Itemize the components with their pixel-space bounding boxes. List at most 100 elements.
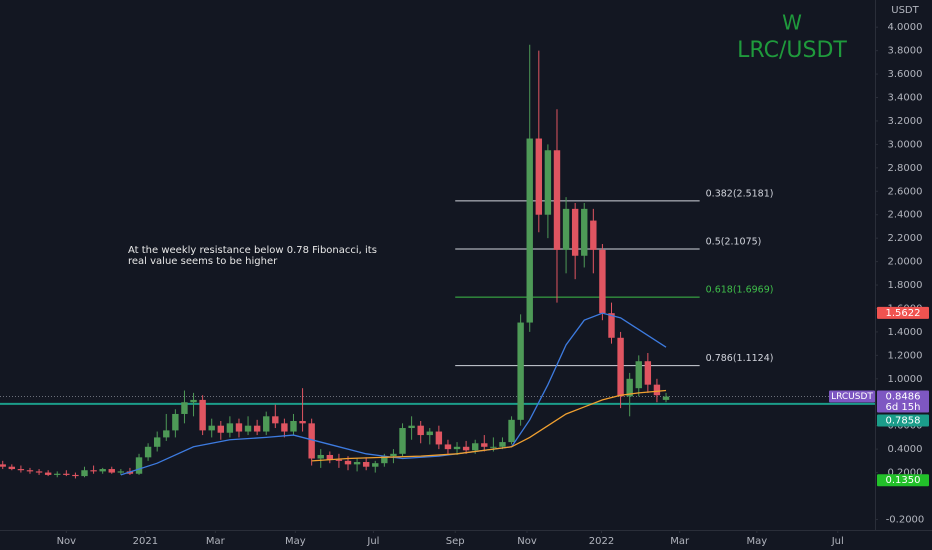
candle-body <box>435 431 443 445</box>
candle-body <box>653 384 661 396</box>
candle-body <box>662 396 670 400</box>
interval-watermark: W <box>782 11 802 35</box>
candle-body <box>571 208 579 256</box>
x-tick-label: Nov <box>517 536 537 547</box>
candle-body <box>626 378 633 397</box>
candle-body <box>608 313 615 338</box>
countdown-label: 6d 15h <box>886 402 921 413</box>
candle-body <box>390 453 397 457</box>
candle-body <box>63 473 70 475</box>
candle-body <box>472 443 479 451</box>
candle-body <box>17 469 25 471</box>
candle-body <box>117 471 125 473</box>
y-tick-label: 3.6000 <box>888 69 923 80</box>
candle-body <box>308 423 315 459</box>
candle-body <box>281 423 288 432</box>
candle-body <box>190 399 197 403</box>
currency-label: USDT <box>891 5 919 16</box>
price-tag <box>877 306 929 319</box>
candle-body <box>163 430 170 438</box>
y-tick-label: 0.4000 <box>888 444 923 455</box>
candle-body <box>335 459 343 461</box>
candle-body <box>244 425 252 432</box>
y-tick-label: 3.4000 <box>888 93 923 104</box>
x-tick-label: Jul <box>831 536 844 547</box>
x-tick-label: Mar <box>206 536 226 547</box>
candle-body <box>54 473 61 475</box>
candle-body <box>290 420 297 432</box>
symbol-tag-label: LRCUSDT <box>831 392 873 402</box>
candle-body <box>44 472 52 475</box>
annotation: real value seems to be higher <box>128 256 278 267</box>
fib-label: 0.5(2.1075) <box>706 237 762 248</box>
candle-body <box>153 437 161 447</box>
candle-body <box>544 150 552 215</box>
x-tick-label: Jul <box>366 536 379 547</box>
price-tag <box>877 474 929 487</box>
candle-body <box>562 208 570 250</box>
symbol-tag <box>829 390 875 403</box>
y-tick-label: 2.6000 <box>888 186 923 197</box>
y-tick-label: 4.0000 <box>888 22 923 33</box>
candle-body <box>317 454 324 459</box>
x-tick-label: May <box>285 536 306 547</box>
candle-body <box>26 470 34 472</box>
y-tick-label: 2.8000 <box>888 163 923 174</box>
candle-body <box>172 413 179 431</box>
candle-body <box>490 446 497 448</box>
candle-body <box>444 444 452 450</box>
y-tick-label: 1.4000 <box>888 327 923 338</box>
candle-body <box>353 462 361 465</box>
annotation: At the weekly resistance below 0.78 Fibo… <box>128 245 377 256</box>
candle-body <box>399 428 406 454</box>
fib-label: 0.786(1.1124) <box>706 353 774 364</box>
candle-body <box>499 442 506 447</box>
candle-body <box>408 425 415 429</box>
candle-body <box>326 454 334 460</box>
candle-body <box>462 446 470 451</box>
y-tick-label: 1.0000 <box>888 374 923 385</box>
candle-body <box>644 361 652 385</box>
candle-body <box>417 425 424 436</box>
candle-body <box>553 150 561 250</box>
candle-body <box>590 220 597 250</box>
candle-body <box>299 420 306 424</box>
candle-body <box>226 423 234 433</box>
price-tag-label: 0.1350 <box>886 475 921 486</box>
candle-body <box>372 463 379 467</box>
candle-body <box>617 337 624 397</box>
price-tag-label: 0.7858 <box>886 416 921 427</box>
fib-label: 0.382(2.5181) <box>706 188 774 199</box>
candle-body <box>481 443 488 447</box>
candle-body <box>526 138 533 323</box>
price-tag-label: 1.5622 <box>886 308 921 319</box>
x-tick-label: May <box>747 536 768 547</box>
candle-body <box>381 456 388 464</box>
symbol-watermark: LRC/USDT <box>737 38 847 63</box>
candle-body <box>90 470 97 472</box>
x-tick-label: 2021 <box>133 536 158 547</box>
candle-body <box>426 431 433 436</box>
price-tag-label: 0.8486 <box>886 392 921 403</box>
x-tick-label: Nov <box>57 536 77 547</box>
y-tick-label: 3.2000 <box>888 116 923 127</box>
candle-body <box>235 423 243 432</box>
fib-label: 0.618(1.6969) <box>706 285 774 296</box>
candle-body <box>135 457 143 474</box>
candle-body <box>0 464 6 467</box>
candle-body <box>72 474 79 477</box>
candle-body <box>453 446 461 450</box>
candle-body <box>181 402 188 414</box>
price-tag <box>877 390 929 413</box>
y-tick-label: 3.0000 <box>888 139 923 150</box>
y-tick-label: 2.4000 <box>888 210 923 221</box>
y-tick-label: 2.2000 <box>888 233 923 244</box>
candle-body <box>581 208 588 256</box>
candle-body <box>263 416 270 432</box>
candle-body <box>8 466 16 470</box>
candle-body <box>199 399 206 431</box>
y-tick-label: -0.2000 <box>886 514 925 525</box>
candle-body <box>108 469 115 473</box>
candle-body <box>344 460 352 465</box>
